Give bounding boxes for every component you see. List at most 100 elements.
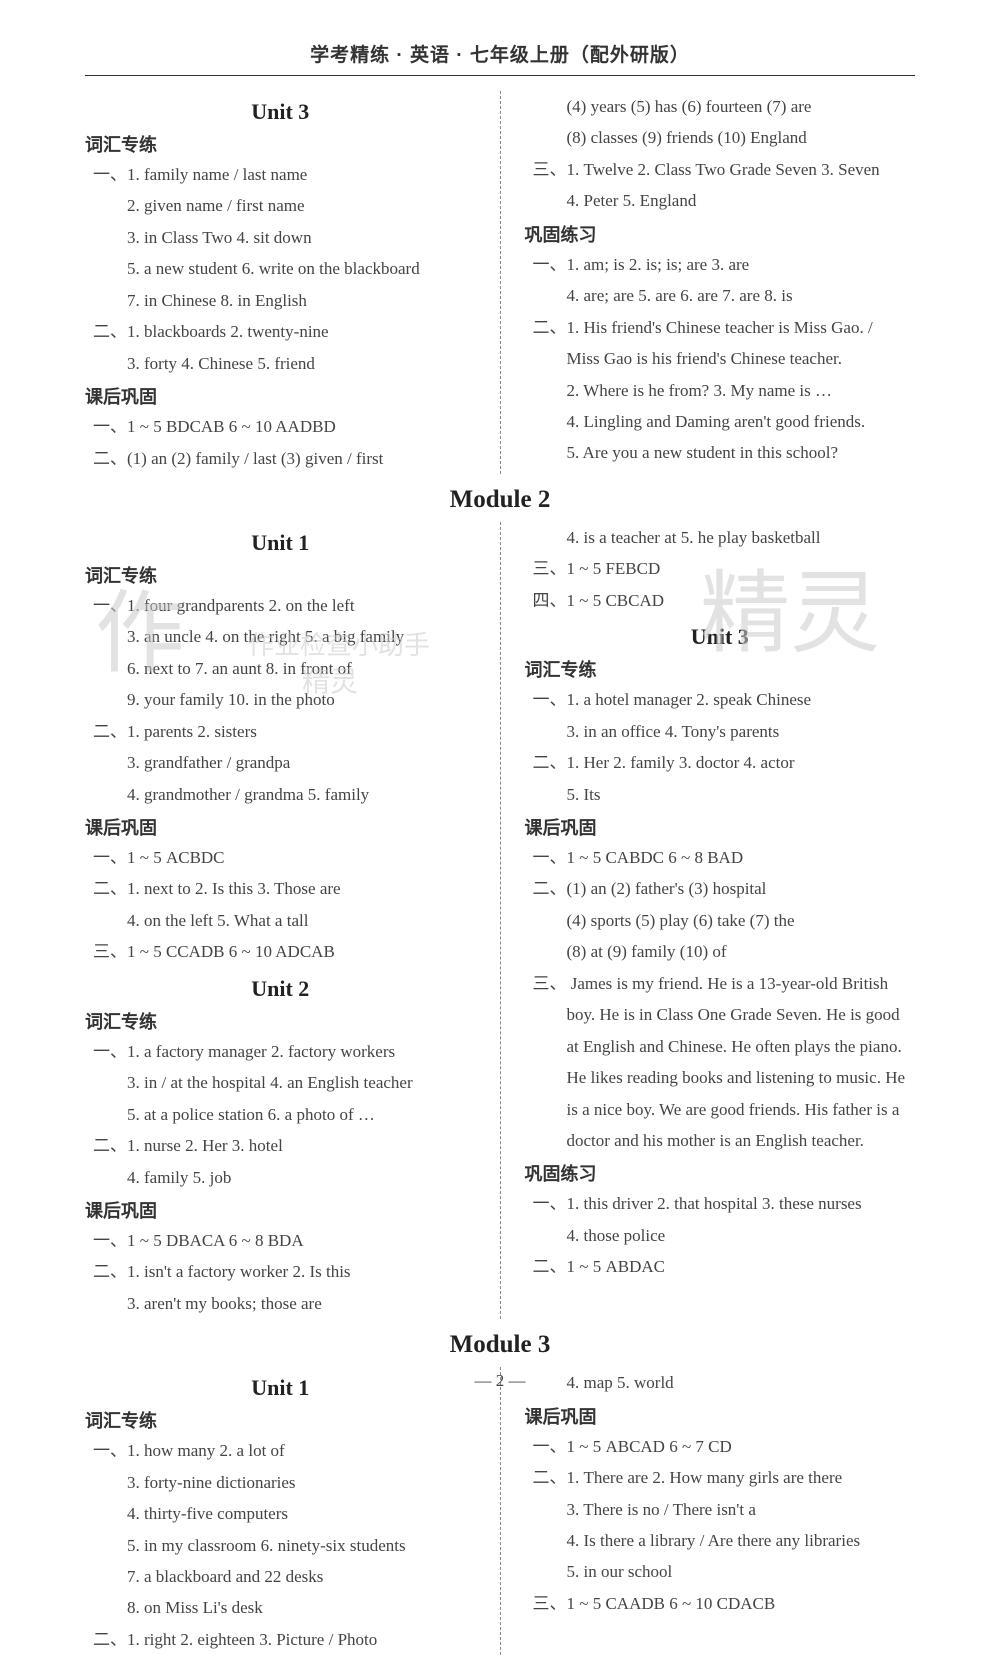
- text-line: 一、1. four grandparents 2. on the left: [85, 590, 476, 621]
- section-title: 巩固练习: [525, 1160, 916, 1186]
- text-line: 3. an uncle 4. on the right 5. a big fam…: [85, 621, 476, 652]
- text-line: Miss Gao is his friend's Chinese teacher…: [525, 343, 916, 374]
- text-line: 4. map 5. world: [525, 1367, 916, 1398]
- section-title: 词汇专练: [85, 131, 476, 157]
- text-line: 2. given name / first name: [85, 190, 476, 221]
- text-line: (4) years (5) has (6) fourteen (7) are: [525, 91, 916, 122]
- text-line: 三、1 ~ 5 CAADB 6 ~ 10 CDACB: [525, 1588, 916, 1619]
- text-line: 5. in my classroom 6. ninety-six student…: [85, 1530, 476, 1561]
- text-line: 一、1. family name / last name: [85, 159, 476, 190]
- text-line: 一、1. am; is 2. is; is; are 3. are: [525, 249, 916, 280]
- text-line: 一、1 ~ 5 CABDC 6 ~ 8 BAD: [525, 842, 916, 873]
- text-line: 3. There is no / There isn't a: [525, 1494, 916, 1525]
- text-line: 4. on the left 5. What a tall: [85, 905, 476, 936]
- text-line: (8) at (9) family (10) of: [525, 936, 916, 967]
- text-line: 二、(1) an (2) father's (3) hospital: [525, 873, 916, 904]
- section-title: 课后巩固: [525, 1403, 916, 1429]
- text-line: 一、1. a hotel manager 2. speak Chinese: [525, 684, 916, 715]
- text-line: 二、(1) an (2) family / last (3) given / f…: [85, 443, 476, 474]
- module2-title: Module 2: [85, 486, 915, 514]
- text-line: 4. Lingling and Daming aren't good frien…: [525, 406, 916, 437]
- text-line: 7. a blackboard and 22 desks: [85, 1561, 476, 1592]
- section-title: 课后巩固: [525, 814, 916, 840]
- text-line: 2. Where is he from? 3. My name is …: [525, 375, 916, 406]
- text-line: 3. in an office 4. Tony's parents: [525, 716, 916, 747]
- text-line: 三、1 ~ 5 CCADB 6 ~ 10 ADCAB: [85, 936, 476, 967]
- text-line: doctor and his mother is an English teac…: [525, 1125, 916, 1156]
- text-line: 二、1. isn't a factory worker 2. Is this: [85, 1256, 476, 1287]
- col-divider: [500, 91, 501, 474]
- text-line: at English and Chinese. He often plays t…: [525, 1031, 916, 1062]
- text-line: 二、1 ~ 5 ABDAC: [525, 1251, 916, 1282]
- text-line: 二、1. next to 2. Is this 3. Those are: [85, 873, 476, 904]
- text-line: 一、1 ~ 5 DBACA 6 ~ 8 BDA: [85, 1225, 476, 1256]
- text-line: 3. grandfather / grandpa: [85, 747, 476, 778]
- text-line: 二、1. There are 2. How many girls are the…: [525, 1462, 916, 1493]
- block2-right-col: 4. is a teacher at 5. he play basketball…: [525, 522, 916, 1319]
- text-line: 4. those police: [525, 1220, 916, 1251]
- text-line: 二、1. parents 2. sisters: [85, 716, 476, 747]
- section-title: 课后巩固: [85, 1197, 476, 1223]
- text-line: 5. a new student 6. write on the blackbo…: [85, 253, 476, 284]
- text-line: 3. in Class Two 4. sit down: [85, 222, 476, 253]
- text-line: 一、1. how many 2. a lot of: [85, 1435, 476, 1466]
- text-line: (4) sports (5) play (6) take (7) the: [525, 905, 916, 936]
- module3-title: Module 3: [85, 1331, 915, 1359]
- unit-title: Unit 3: [85, 99, 476, 125]
- text-line: 7. in Chinese 8. in English: [85, 285, 476, 316]
- text-line: 5. at a police station 6. a photo of …: [85, 1099, 476, 1130]
- unit-title: Unit 1: [85, 1375, 476, 1401]
- block3-right-col: 4. map 5. world 课后巩固一、1 ~ 5 ABCAD 6 ~ 7 C…: [525, 1367, 916, 1655]
- page-header: 学考精练 · 英语 · 七年级上册（配外研版）: [85, 40, 915, 76]
- text-line: 4. is a teacher at 5. he play basketball: [525, 522, 916, 553]
- unit-title: Unit 3: [525, 624, 916, 650]
- text-line: 3. in / at the hospital 4. an English te…: [85, 1067, 476, 1098]
- text-line: 一、1. a factory manager 2. factory worker…: [85, 1036, 476, 1067]
- text-line: 三、1 ~ 5 FEBCD: [525, 553, 916, 584]
- text-line: (8) classes (9) friends (10) England: [525, 122, 916, 153]
- text-line: 一、1. this driver 2. that hospital 3. the…: [525, 1188, 916, 1219]
- text-line: 6. next to 7. an aunt 8. in front of: [85, 653, 476, 684]
- text-line: 5. Are you a new student in this school?: [525, 437, 916, 468]
- block1-left-col: Unit 3 词汇专练一、1. family name / last name2.…: [85, 91, 476, 474]
- section-title: 词汇专练: [525, 656, 916, 682]
- text-line: 三、1. Twelve 2. Class Two Grade Seven 3. …: [525, 154, 916, 185]
- text-line: 一、1 ~ 5 ACBDC: [85, 842, 476, 873]
- page-number: — 2 —: [475, 1371, 526, 1391]
- text-line: 5. Its: [525, 779, 916, 810]
- block-1: Unit 3词汇专练一、1. family name / last name2.…: [85, 91, 915, 474]
- text-line: 9. your family 10. in the photo: [85, 684, 476, 715]
- text-line: 5. in our school: [525, 1556, 916, 1587]
- section-title: 词汇专练: [85, 1407, 476, 1433]
- text-line: He likes reading books and listening to …: [525, 1062, 916, 1093]
- text-line: 一、1 ~ 5 ABCAD 6 ~ 7 CD: [525, 1431, 916, 1462]
- section-title: 课后巩固: [85, 814, 476, 840]
- text-line: 4. grandmother / grandma 5. family: [85, 779, 476, 810]
- text-line: boy. He is in Class One Grade Seven. He …: [525, 999, 916, 1030]
- block1-right-col: (4) years (5) has (6) fourteen (7) are(8…: [525, 91, 916, 474]
- text-line: 4. Peter 5. England: [525, 185, 916, 216]
- text-line: 二、1. nurse 2. Her 3. hotel: [85, 1130, 476, 1161]
- text-line: 二、1. right 2. eighteen 3. Picture / Phot…: [85, 1624, 476, 1655]
- text-line: 4. thirty-five computers: [85, 1498, 476, 1529]
- text-line: 8. on Miss Li's desk: [85, 1592, 476, 1623]
- text-line: 二、1. Her 2. family 3. doctor 4. actor: [525, 747, 916, 778]
- text-line: 3. forty 4. Chinese 5. friend: [85, 348, 476, 379]
- col-divider: [500, 522, 501, 1319]
- col-divider: [500, 1367, 501, 1655]
- text-line: 4. family 5. job: [85, 1162, 476, 1193]
- text-line: 3. aren't my books; those are: [85, 1288, 476, 1319]
- text-line: 三、 James is my friend. He is a 13-year-o…: [525, 968, 916, 999]
- block-3: Unit 1 词汇专练一、1. how many 2. a lot of3. fo…: [85, 1367, 915, 1655]
- text-line: 四、1 ~ 5 CBCAD: [525, 585, 916, 616]
- section-title: 巩固练习: [525, 221, 916, 247]
- section-title: 词汇专练: [85, 562, 476, 588]
- text-line: 4. are; are 5. are 6. are 7. are 8. is: [525, 280, 916, 311]
- block2-left-col: Unit 1词汇专练一、1. four grandparents 2. on t…: [85, 522, 476, 1319]
- unit-title: Unit 2: [85, 976, 476, 1002]
- block-2: Unit 1词汇专练一、1. four grandparents 2. on t…: [85, 522, 915, 1319]
- section-title: 课后巩固: [85, 383, 476, 409]
- text-line: 3. forty-nine dictionaries: [85, 1467, 476, 1498]
- text-line: is a nice boy. We are good friends. His …: [525, 1094, 916, 1125]
- text-line: 4. Is there a library / Are there any li…: [525, 1525, 916, 1556]
